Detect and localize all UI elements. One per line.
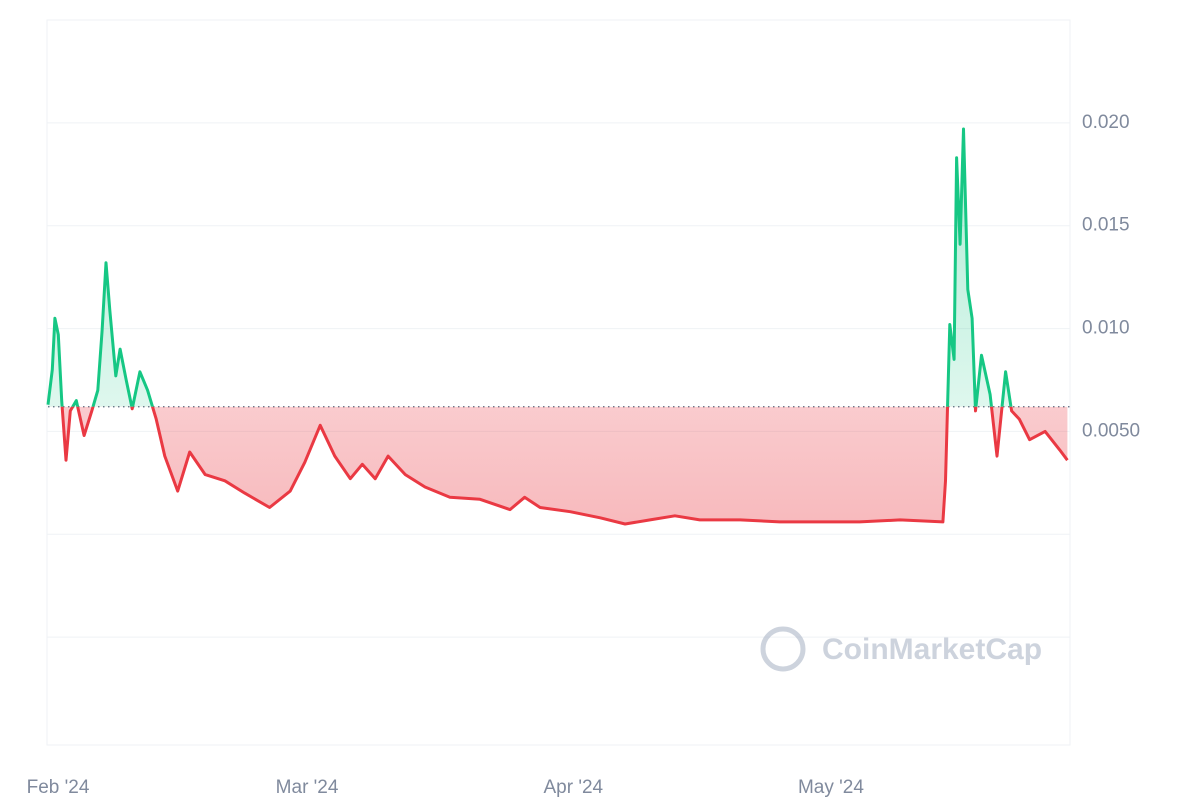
x-tick-label: Apr '24 xyxy=(543,777,603,798)
x-tick-label: Mar '24 xyxy=(276,777,339,798)
x-tick-label: May '24 xyxy=(798,777,864,798)
plot-frame xyxy=(46,19,1071,746)
y-tick-label: 0.015 xyxy=(1082,215,1130,236)
line-above xyxy=(46,127,1013,407)
y-tick-label: 0.010 xyxy=(1082,318,1130,339)
plot: 0.0050 0.010 0.015 0.020 Feb '24 Mar '24 Apr '… xyxy=(27,112,1141,798)
watermark: CoinMarketCap xyxy=(760,626,1042,672)
x-tick-label: Feb '24 xyxy=(27,777,90,798)
y-tick-label: 0.020 xyxy=(1082,112,1130,133)
y-tick-label: 0.0050 xyxy=(1082,420,1140,441)
line-below xyxy=(60,406,1069,526)
area-below xyxy=(48,406,1068,524)
watermark-logo xyxy=(760,626,806,672)
watermark-text: CoinMarketCap xyxy=(822,633,1042,666)
